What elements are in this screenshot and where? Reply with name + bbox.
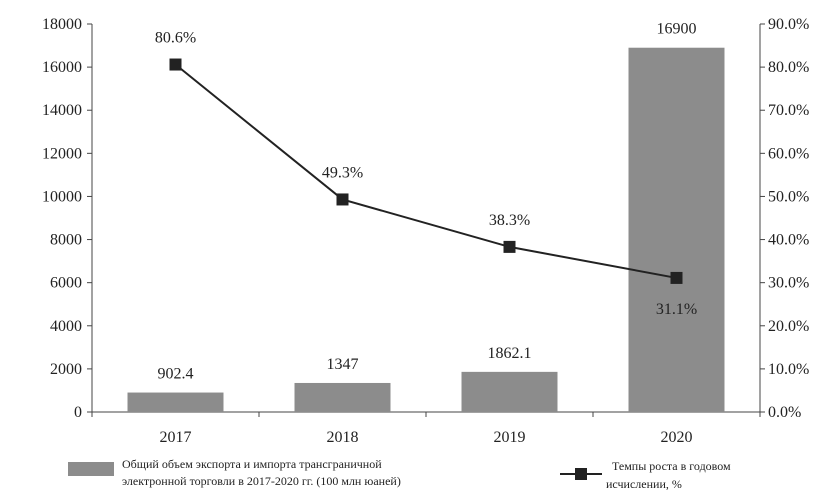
- bar-data-label: 16900: [657, 21, 697, 38]
- legend-line-label-line1: Темпы роста в годовом: [612, 459, 731, 473]
- x-tick-label: 2019: [494, 429, 526, 446]
- line-data-label: 80.6%: [155, 30, 196, 47]
- y-right-tick-label: 50.0%: [768, 188, 809, 205]
- bars-layer: [127, 47, 725, 412]
- legend-bar-swatch: [68, 462, 114, 476]
- y-right-tick-label: 90.0%: [768, 16, 809, 33]
- bar: [127, 392, 224, 412]
- legend: Общий объем экспорта и импорта трансгран…: [68, 457, 731, 491]
- x-tick-label: 2018: [327, 429, 359, 446]
- y-right-tick-label: 30.0%: [768, 275, 809, 292]
- y-right-tick-label: 80.0%: [768, 59, 809, 76]
- y-left-tick-label: 14000: [42, 102, 82, 119]
- y-right-tick-label: 60.0%: [768, 145, 809, 162]
- line-data-label: 31.1%: [656, 301, 697, 318]
- line-data-label: 38.3%: [489, 212, 530, 229]
- bar: [628, 47, 725, 412]
- y-left-tick-label: 4000: [50, 318, 82, 335]
- growth-marker: [336, 193, 349, 206]
- bar-data-label: 1862.1: [488, 345, 532, 362]
- y-right-tick-label: 10.0%: [768, 361, 809, 378]
- axes-layer: 0 2000 4000 6000 8000 10000 12000 14000 16000 180…: [42, 16, 809, 446]
- labels-layer: 902.4 1347 1862.1 16900 80.6% 49.3% 38.3% 31.1%: [155, 21, 697, 383]
- x-tick-label: 2017: [160, 429, 192, 446]
- y-left-tick-label: 18000: [42, 16, 82, 33]
- y-left-tick-label: 8000: [50, 232, 82, 249]
- growth-line: [174, 63, 677, 279]
- legend-bar-label-line1: Общий объем экспорта и импорта трансгран…: [122, 457, 382, 471]
- y-left-tick-label: 2000: [50, 361, 82, 378]
- line-layer: [169, 58, 683, 284]
- y-left-tick-label: 6000: [50, 275, 82, 292]
- y-left-tick-label: 16000: [42, 59, 82, 76]
- bar-data-label: 902.4: [158, 366, 194, 383]
- bar-data-label: 1347: [327, 356, 359, 373]
- y-right-tick-label: 20.0%: [768, 318, 809, 335]
- growth-marker: [670, 271, 683, 284]
- y-right-tick-label: 40.0%: [768, 232, 809, 249]
- y-left-tick-label: 0: [74, 404, 82, 421]
- y-left-tick-label: 10000: [42, 188, 82, 205]
- bar: [294, 382, 391, 412]
- y-right-tick-label: 70.0%: [768, 102, 809, 119]
- growth-marker: [503, 240, 516, 253]
- legend-bar-label-line2: электронной торговли в 2017-2020 гг. (10…: [122, 474, 401, 488]
- legend-line-marker: [575, 468, 587, 480]
- y-right-tick-label: 0.0%: [768, 404, 801, 421]
- growth-marker: [169, 58, 182, 71]
- x-tick-label: 2020: [661, 429, 693, 446]
- y-left-tick-label: 12000: [42, 145, 82, 162]
- bar: [461, 371, 558, 412]
- legend-line-label-line2: исчислении, %: [606, 477, 682, 491]
- line-data-label: 49.3%: [322, 164, 363, 181]
